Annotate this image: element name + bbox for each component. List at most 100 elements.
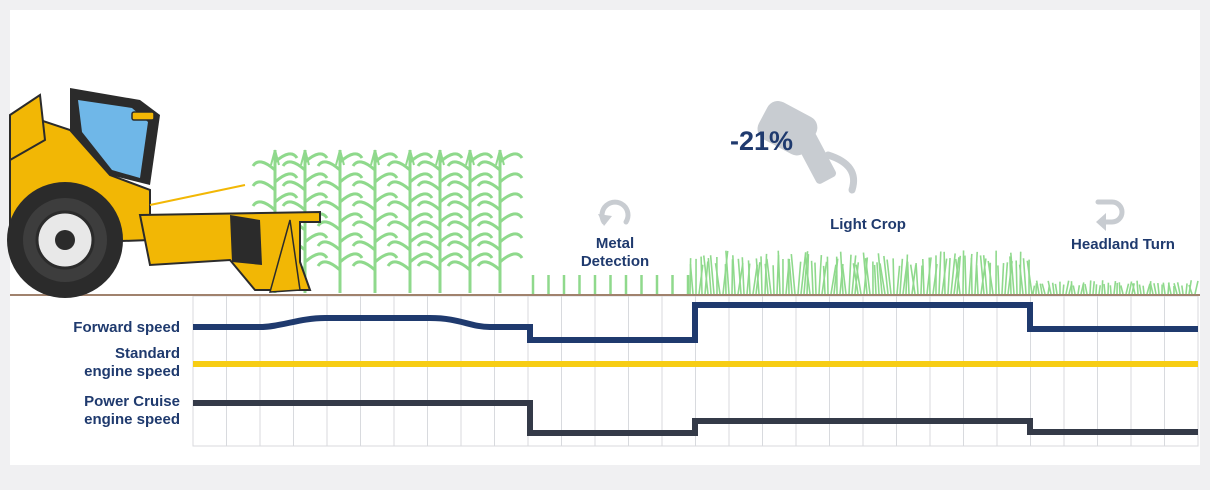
grass-blade [839, 251, 844, 295]
grass-blade [899, 258, 904, 295]
grass-blade [803, 251, 809, 295]
grass-blade [1054, 283, 1058, 295]
grass-blade [1125, 283, 1130, 295]
grass-blade [928, 257, 931, 295]
grass-blade [822, 265, 826, 295]
grass-blade [920, 265, 923, 295]
grass-blade [954, 258, 961, 295]
power-cruise-engine-speed-label-line2: engine speed [84, 411, 180, 428]
grass-blade [1136, 280, 1139, 295]
grass-blade [1120, 285, 1124, 295]
grass-blade [1194, 280, 1199, 295]
grass-blade [1062, 284, 1065, 295]
grass-blade [766, 258, 772, 295]
grass-blade [787, 258, 790, 295]
grass-blade [1167, 282, 1172, 295]
grass-blade [855, 264, 862, 295]
grass-blade [841, 265, 847, 295]
grass-blade [689, 264, 694, 295]
grass-blade [852, 263, 859, 295]
grass-blade [1009, 256, 1012, 295]
grass-blade [1098, 285, 1102, 295]
fuel-saving-label: -21% [730, 126, 793, 156]
grass-blade [953, 257, 960, 295]
rotate-cw-icon [598, 199, 631, 226]
grass-blade [709, 255, 715, 295]
grass-blade [883, 255, 889, 295]
grass-blade [1092, 281, 1096, 295]
grass-blade [1109, 285, 1112, 295]
grass-blade [896, 265, 901, 295]
light-crop-grass [689, 250, 1033, 295]
grass-blade [974, 251, 979, 295]
forward-speed-label: Forward speed [73, 319, 180, 336]
grass-blade [804, 257, 811, 295]
grass-blade [790, 254, 796, 295]
grass-blade [1072, 285, 1076, 295]
light-crop-label: Light Crop [830, 216, 906, 233]
grass-blade [1173, 283, 1178, 295]
corn-plant [316, 149, 364, 293]
grass-blade [1077, 285, 1081, 295]
power-cruise-engine-speed-label-line1: Power Cruise [84, 393, 180, 410]
grass-blade [1113, 280, 1117, 295]
grass-blade [877, 253, 883, 295]
grass-blade [975, 265, 979, 295]
grass-blade [854, 262, 860, 295]
grass-blade [788, 261, 793, 295]
power-cruise-engine-speed-line [193, 400, 1198, 436]
grass-blade [886, 259, 892, 295]
grass-blade [1157, 283, 1160, 295]
grass-blade [1001, 263, 1005, 295]
headland-grass [1032, 280, 1199, 295]
grass-blade [1041, 283, 1046, 295]
grass-blade [1047, 280, 1052, 295]
grass-blade [1022, 258, 1027, 295]
grass-blade [724, 264, 727, 295]
grass-blade [1004, 262, 1009, 295]
grass-blade [1026, 260, 1033, 295]
grass-blade [1138, 284, 1142, 295]
grass-blade [810, 260, 814, 295]
grass-blade [689, 258, 692, 295]
turn-back-icon [1095, 199, 1125, 231]
grass-blade [892, 258, 895, 295]
corn-plant [476, 149, 524, 293]
grass-blade [943, 251, 946, 295]
grass-blade [982, 255, 988, 295]
grass-blade [814, 262, 817, 295]
corn-plant [351, 149, 399, 293]
forward-speed-line [193, 302, 1198, 343]
grass-blade [755, 258, 760, 295]
grass-blade [848, 254, 852, 295]
grass-blade [1162, 282, 1166, 295]
grass-blade [1181, 285, 1184, 295]
stubble-crop [531, 275, 690, 294]
grass-blade [1128, 281, 1133, 295]
grass-blade [826, 256, 829, 295]
grass-blade [879, 263, 886, 295]
grass-blade [950, 253, 956, 295]
grass-blade [921, 258, 925, 295]
grass-blade [707, 257, 712, 295]
grass-blade [1009, 252, 1015, 295]
grass-blade [830, 264, 837, 295]
grass-blade [1176, 282, 1181, 295]
grass-blade [911, 264, 917, 295]
grass-blade [731, 259, 734, 295]
grass-blade [864, 257, 871, 295]
grass-blade [764, 263, 769, 295]
grass-blade [905, 254, 909, 295]
corn-plant [416, 149, 464, 293]
grass-blade [772, 265, 775, 295]
corn-plant [386, 149, 434, 293]
grass-blade [700, 256, 703, 295]
grass-blade [1065, 280, 1070, 295]
grass-blade [1018, 264, 1024, 295]
standard-engine-speed-label-line1: Standard [115, 345, 180, 362]
grass-blade [1142, 285, 1145, 295]
grass-blade [1084, 283, 1088, 295]
grass-blade [1015, 260, 1018, 295]
grass-blade [760, 256, 763, 295]
